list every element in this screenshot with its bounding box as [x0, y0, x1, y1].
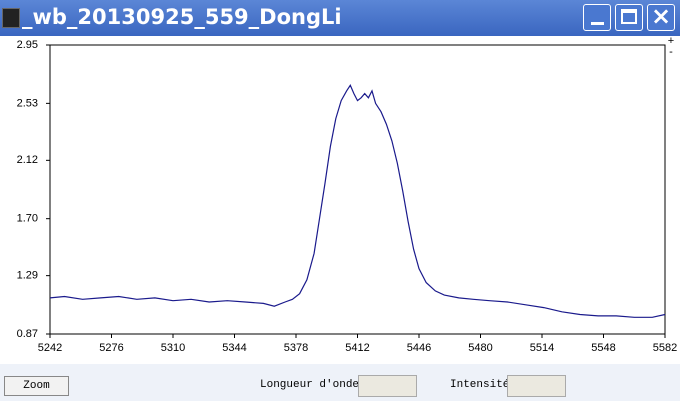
- x-tick-label: 5276: [99, 342, 123, 354]
- x-tick-label: 5310: [161, 342, 185, 354]
- close-button[interactable]: ×: [647, 2, 675, 31]
- y-tick-label: 2.12: [17, 154, 38, 166]
- window-title: _wb_20130925_559_DongLi: [22, 5, 342, 29]
- x-tick-label: 5480: [468, 342, 492, 354]
- minus-control[interactable]: -: [669, 46, 673, 58]
- app-icon: [2, 8, 20, 28]
- intensity-field[interactable]: [507, 375, 566, 397]
- wavelength-label: Longueur d'onde: [260, 379, 360, 391]
- maximize-button[interactable]: [615, 4, 643, 31]
- zoom-button[interactable]: Zoom: [4, 376, 69, 396]
- y-tick-label: 1.29: [17, 270, 38, 282]
- x-tick-label: 5378: [284, 342, 308, 354]
- x-tick-label: 5242: [38, 342, 62, 354]
- x-tick-label: 5514: [530, 342, 554, 354]
- y-tick-label: 2.95: [17, 39, 38, 51]
- y-tick-label: 1.70: [17, 213, 38, 225]
- x-tick-label: 5582: [653, 342, 677, 354]
- plot-frame: [49, 44, 666, 335]
- x-tick-label: 5412: [345, 342, 369, 354]
- control-bar: Zoom Longueur d'onde Intensité: [0, 364, 680, 401]
- y-tick-label: 2.53: [17, 97, 38, 109]
- x-tick-label: 5548: [591, 342, 615, 354]
- title-bar: _wb_20130925_559_DongLi ×: [0, 0, 680, 36]
- wavelength-field[interactable]: [358, 375, 417, 397]
- minimize-button[interactable]: [583, 4, 611, 31]
- intensity-label: Intensité: [450, 379, 510, 391]
- spectrum-line: [49, 84, 666, 318]
- y-tick-label: 0.87: [17, 328, 38, 340]
- x-tick-label: 5446: [407, 342, 431, 354]
- plus-control[interactable]: +: [668, 36, 674, 47]
- x-tick-label: 5344: [222, 342, 246, 354]
- chart: + - 0.87 1.29 1.70 2.12 2.53 2.95 5242 5276 5310…: [17, 36, 678, 354]
